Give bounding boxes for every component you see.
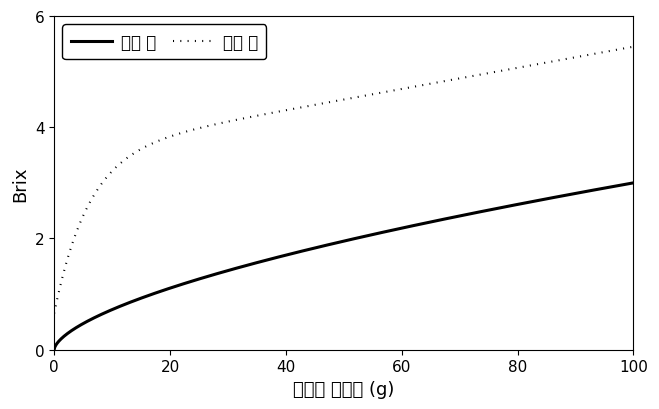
당화 전 xyxy=(502,205,510,210)
당화 전 xyxy=(448,216,456,220)
X-axis label: 엿기름 침출액 (g): 엿기름 침출액 (g) xyxy=(293,380,395,398)
당화 후 xyxy=(285,108,293,113)
당화 전 xyxy=(109,307,117,312)
당화 후 xyxy=(502,68,510,73)
당화 전 xyxy=(512,203,520,208)
당화 후 xyxy=(50,311,58,316)
당화 후 xyxy=(512,66,520,71)
당화 전 xyxy=(285,252,293,257)
Line: 당화 전: 당화 전 xyxy=(54,183,633,350)
당화 후 xyxy=(305,104,313,109)
Y-axis label: Brix: Brix xyxy=(11,166,29,201)
당화 후 xyxy=(629,45,637,50)
당화 후 xyxy=(109,168,117,173)
당화 전 xyxy=(50,347,58,352)
Legend: 당화 전, 당화 후: 당화 전, 당화 후 xyxy=(63,25,266,60)
당화 전 xyxy=(629,181,637,186)
당화 후 xyxy=(448,78,456,83)
Line: 당화 후: 당화 후 xyxy=(54,47,633,314)
당화 전 xyxy=(305,247,313,252)
